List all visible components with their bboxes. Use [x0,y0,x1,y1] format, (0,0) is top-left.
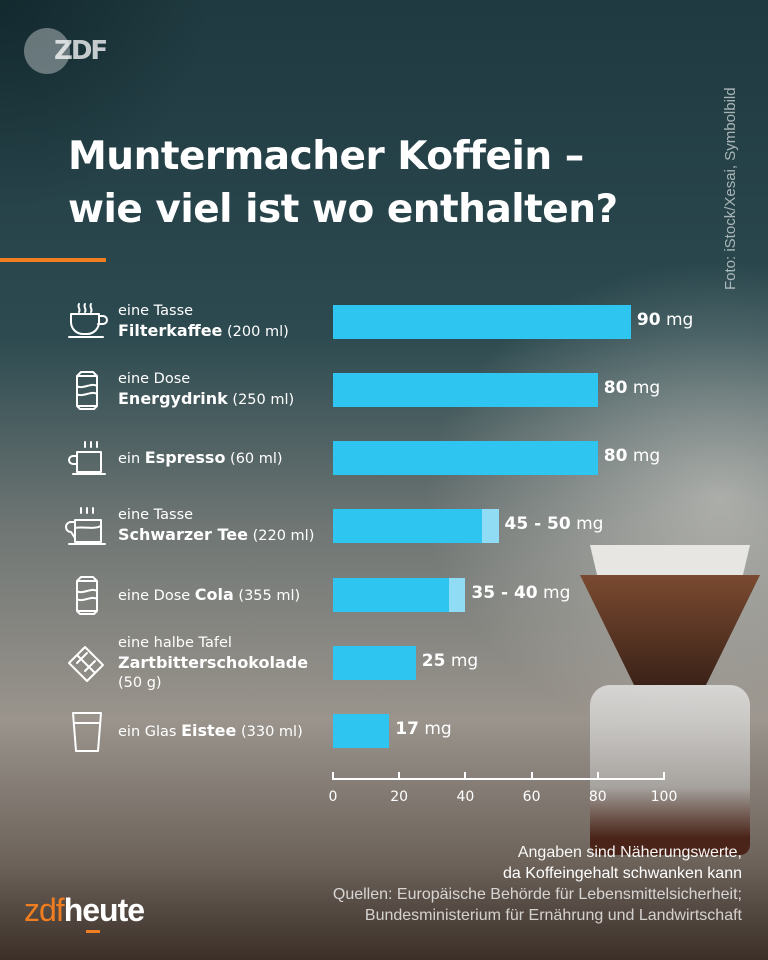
x-tick [663,772,665,780]
item-amount: (60 ml) [230,450,283,467]
bar [333,578,466,612]
x-tick-label: 0 [328,789,338,805]
data-label: 90 mg [636,310,694,330]
item-prefix: eine Dose [118,371,191,387]
item-name: Filterkaffee [118,321,223,340]
x-axis [333,778,664,780]
row-cola: eine Dose Cola (355 ml) [62,565,300,625]
x-tick [530,772,533,780]
bar-min [333,373,598,407]
bar-min [333,441,598,475]
row-espresso: ein Espresso (60 ml) [62,428,283,488]
bar-min [333,646,416,680]
data-label: 45 - 50 mg [504,514,604,534]
can-icon [76,371,98,410]
item-name: Espresso [144,447,226,467]
data-label: 25 mg [421,651,479,671]
item-amount: (330 ml) [240,723,303,740]
item-amount: (200 ml) [227,324,289,340]
data-label: 80 mg [603,378,661,398]
note-line-2: da Koffeingehalt schwanken kann [503,865,742,882]
bar [333,373,598,407]
x-tick [464,772,467,780]
photo-credit: Foto: iStock/Xesai, Symbolbild [722,87,739,290]
item-name: Energydrink [118,389,228,408]
data-label: 80 mg [603,446,661,466]
item-amount: (355 ml) [238,587,301,604]
item-amount: (220 ml) [252,528,315,544]
accent-rule [0,258,106,262]
item-label: eine Tasse Schwarzer Tee (220 ml) [118,506,314,546]
item-name: Cola [194,584,234,604]
item-amount: (50 g) [118,674,162,691]
item-label: eine Tasse Filterkaffee (200 ml) [118,302,289,342]
bar [333,646,416,680]
x-tick [596,772,599,780]
item-label: eine Dose Cola (355 ml) [118,585,300,606]
x-tick-label: 60 [522,789,541,805]
item-prefix: eine Tasse [118,507,194,523]
note-line-1: Angaben sind Näherungswerte, [517,844,742,861]
item-label: eine halbe Tafel Zartbitterschokolade (50 … [118,634,308,693]
zdf-logo: ZDF [24,28,108,74]
bar-min [333,578,449,612]
data-label: 17 mg [395,719,452,739]
bar-min [333,714,390,748]
page-title: Muntermacher Koffein – wie viel ist wo en… [68,134,618,232]
x-tick [398,772,401,780]
row-zartbitterschokolade: eine halbe Tafel Zartbitterschokolade (50 … [62,633,308,693]
item-prefix: ein [118,450,141,467]
glass-icon [72,712,102,752]
bar-min [333,509,482,543]
chocolate-icon [68,646,104,682]
coffee-cup-icon [68,303,108,338]
x-tick-label: 80 [588,789,607,805]
bar [333,509,499,543]
tea-cup-icon [65,507,106,545]
x-tick [332,772,334,780]
bar-min [333,305,631,339]
item-prefix: eine Tasse [118,303,194,319]
item-label: ein Glas Eistee (330 ml) [118,721,303,742]
item-prefix: ein Glas [118,723,177,740]
x-tick-label: 40 [456,789,475,805]
row-filterkaffee: eine Tasse Filterkaffee (200 ml) [62,292,289,352]
coffee-maker-photo [580,545,760,875]
item-name: Zartbitterschokolade [118,652,309,672]
item-name: Eistee [181,720,237,740]
x-tick-label: 20 [390,789,409,805]
espresso-cup-icon [68,441,106,475]
item-amount: (250 ml) [232,392,295,408]
data-label: 35 - 40 mg [471,583,571,603]
x-tick-label: 100 [650,789,678,805]
source-line-2: Bundesministerium für Ernährung und Land… [364,907,742,924]
bar [333,441,598,475]
item-prefix: eine halbe Tafel [118,634,232,651]
item-name: Schwarzer Tee [118,525,248,544]
bar [333,305,631,339]
item-prefix: eine Dose [118,587,191,604]
source-line-1: Quellen: Europäische Behörde für Lebensm… [332,886,742,903]
row-schwarzer-tee: eine Tasse Schwarzer Tee (220 ml) [62,496,314,556]
item-label: ein Espresso (60 ml) [118,448,283,469]
item-label: eine Dose Energydrink (250 ml) [118,370,294,410]
bar [333,714,390,748]
row-energydrink: eine Dose Energydrink (250 ml) [62,360,294,420]
can-icon [76,576,98,615]
zdfheute-logo: zdfheute [24,892,145,933]
row-eistee: ein Glas Eistee (330 ml) [62,701,303,761]
